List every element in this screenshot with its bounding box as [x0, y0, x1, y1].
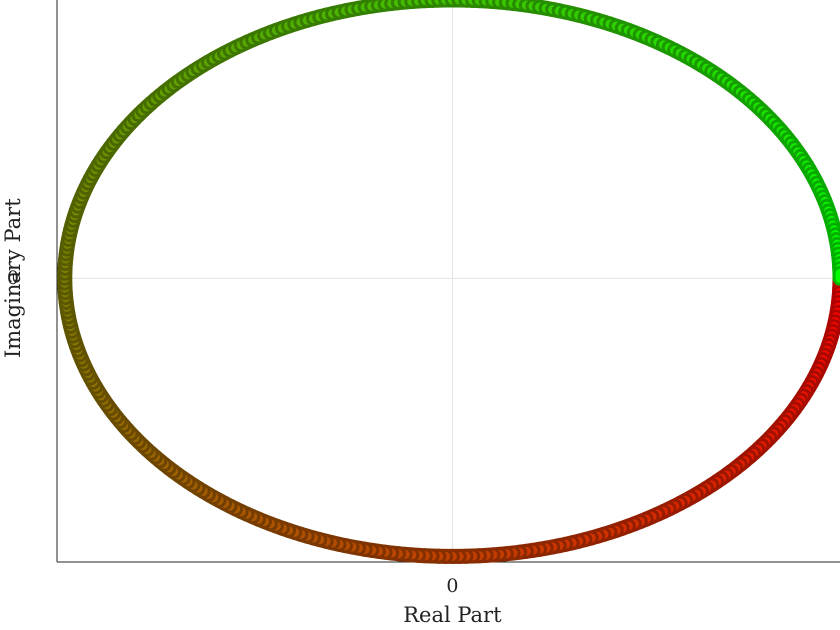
y-tick-label-zero: 0: [7, 267, 19, 289]
curve-layer: [57, 0, 840, 564]
y-axis-label: Imaginary Part: [1, 198, 25, 358]
x-tick-label-zero: 0: [446, 575, 458, 597]
x-axis-label: Real Part: [403, 603, 502, 627]
labels-layer: 0 0 Real Part Imaginary Part: [1, 198, 502, 627]
grid-layer: [57, 0, 840, 562]
